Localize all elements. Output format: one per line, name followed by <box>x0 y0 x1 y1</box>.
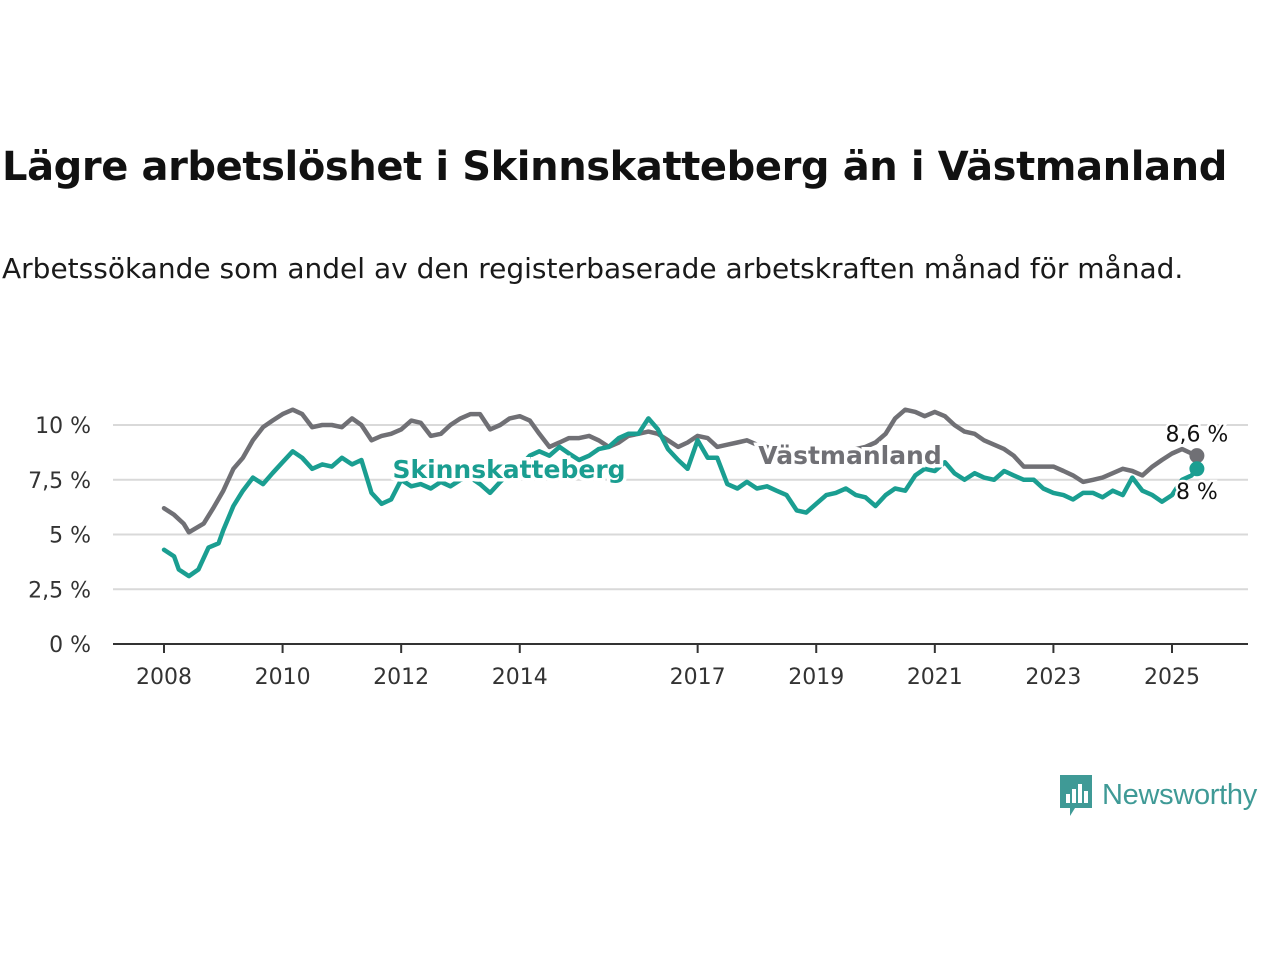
brand-name: Newsworthy <box>1102 778 1257 811</box>
x-tick-label: 2019 <box>788 665 844 690</box>
series-labels: 8,6 % Västmanland 8 % Skinnskatteberg <box>389 420 1231 507</box>
x-tick-label: 2008 <box>136 665 192 690</box>
x-tick-label: 2023 <box>1025 665 1081 690</box>
series-line-skinnskatteberg <box>161 416 1200 579</box>
end-value-label-skinnskatteberg: 8 % <box>1176 480 1218 505</box>
series-name-label-v-stmanland: Västmanland <box>758 441 942 470</box>
x-tick-label: 2025 <box>1144 665 1200 690</box>
y-tick-label: 0 % <box>49 633 91 658</box>
chart-subtitle: Arbetssökande som andel av den registerb… <box>2 252 1184 285</box>
end-value-label-v-stmanland: 8,6 % <box>1165 423 1228 448</box>
x-tick-label: 2017 <box>670 665 726 690</box>
x-tick-label: 2021 <box>907 665 963 690</box>
gridlines <box>113 424 1248 591</box>
newsworthy-logo: Newsworthy <box>1058 772 1257 818</box>
line-chart: 0 % 2,5 % 5 % 7,5 % 10 % 2008 2010 2012 2014 2017… <box>28 407 1248 690</box>
series-lines <box>161 407 1205 579</box>
newsworthy-icon <box>1060 775 1092 816</box>
x-tick-label: 2014 <box>492 665 548 690</box>
x-tick-label: 2012 <box>373 665 429 690</box>
y-tick-label: 7,5 % <box>28 469 91 494</box>
end-point-skinnskatteberg <box>1189 461 1205 477</box>
y-tick-label: 10 % <box>35 414 91 439</box>
chart-title: Lägre arbetslöshet i Skinnskatteberg än … <box>2 144 1227 190</box>
x-tick-label: 2010 <box>255 665 311 690</box>
axes: 0 % 2,5 % 5 % 7,5 % 10 % 2008 2010 2012 2014 2017… <box>28 414 1248 690</box>
series-line-v-stmanland <box>161 407 1200 535</box>
y-tick-label: 5 % <box>49 524 91 549</box>
end-point-v-stmanland <box>1189 448 1205 464</box>
series-name-label-skinnskatteberg: Skinnskatteberg <box>392 455 625 484</box>
y-tick-label: 2,5 % <box>28 578 91 603</box>
